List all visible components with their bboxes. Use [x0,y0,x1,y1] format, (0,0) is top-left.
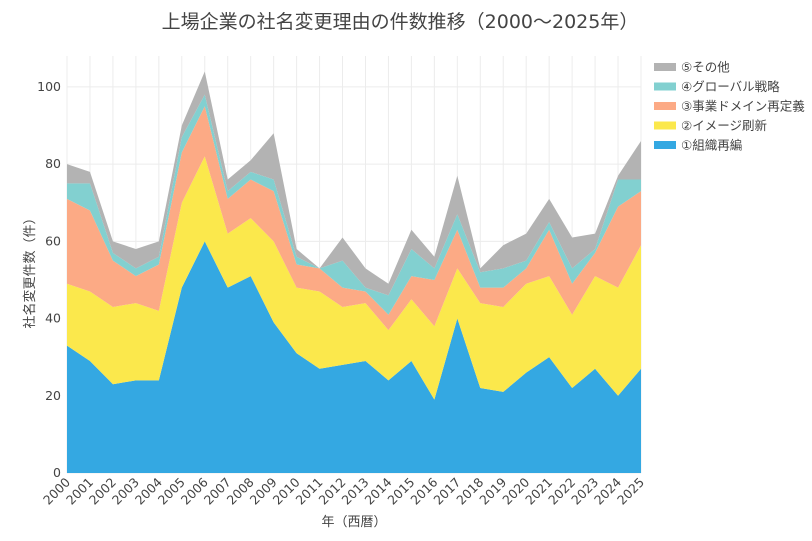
y-tick-label: 0 [53,465,61,480]
series-areas [67,71,641,473]
legend: ⑤その他 ④グローバル戦略 ③事業ドメイン再定義 ②イメージ刷新 ①組織再編 [654,60,805,153]
legend-swatch [654,82,676,91]
x-tick-label: 2025 [614,475,647,508]
legend-swatch [654,63,676,71]
y-axis-title: 社名変更件数（件） [22,211,38,328]
legend-swatch [654,102,676,110]
legend-swatch [654,121,676,130]
area-series-3 [67,106,641,331]
legend-label: ①組織再編 [681,138,742,153]
y-tick-label: 60 [45,233,61,248]
area-series-2 [67,156,641,400]
area-series-1 [67,241,641,473]
y-tick-label: 40 [45,311,61,326]
legend-label: ②イメージ刷新 [681,118,767,133]
y-tick-label: 100 [37,79,61,94]
chart-title: 上場企業の社名変更理由の件数推移（2000〜2025年） [162,11,639,33]
legend-swatch [654,141,676,149]
y-tick-label: 20 [45,388,61,403]
x-axis-ticks: 2000200120022003200420052006200720082009… [40,474,647,507]
y-tick-label: 80 [45,156,61,171]
legend-label: ④グローバル戦略 [681,79,780,94]
y-axis-ticks: 0 20 40 60 80 100 [37,79,61,480]
legend-label: ⑤その他 [681,60,730,75]
x-axis-title: 年（西暦） [321,515,386,530]
legend-label: ③事業ドメイン再定義 [681,99,805,114]
